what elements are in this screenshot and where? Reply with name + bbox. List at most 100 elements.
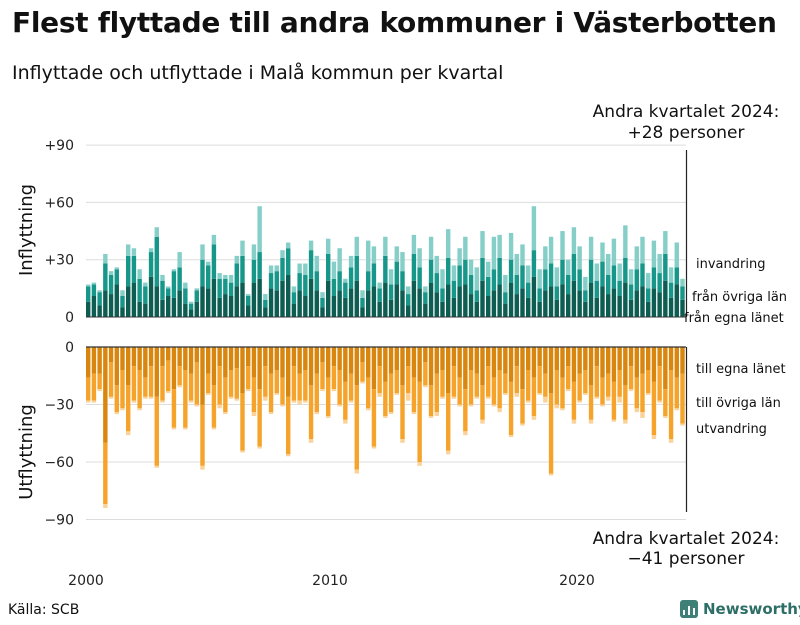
- inflow-bar-segment: [194, 301, 199, 317]
- outflow-bar-segment: [303, 347, 308, 370]
- inflow-bar-segment: [177, 267, 182, 291]
- outflow-bar-segment: [223, 377, 228, 413]
- outflow-bar-segment: [577, 347, 582, 374]
- inflow-bar-segment: [126, 286, 131, 317]
- outflow-bar-segment: [297, 400, 302, 405]
- inflow-bar-segment: [646, 273, 651, 289]
- outflow-bar-segment: [588, 419, 594, 424]
- inflow-bar-segment: [337, 248, 342, 272]
- outflow-bar-segment: [440, 396, 445, 399]
- outflow-bar-segment: [428, 347, 434, 386]
- inflow-bar-segment: [657, 292, 662, 317]
- outflow-annotation-line2: −41 personer: [628, 549, 745, 569]
- outflow-bar-segment: [228, 370, 234, 397]
- inflow-annotation-line1: Andra kvartalet 2024:: [593, 102, 780, 122]
- outflow-bar-segment: [611, 347, 617, 382]
- outflow-bar-segment: [337, 404, 342, 407]
- outflow-bar-segment: [457, 377, 462, 405]
- y-tick-label-outflow: −30: [44, 398, 74, 414]
- brand-name: Newsworthy: [703, 600, 800, 618]
- outflow-bar-segment: [86, 400, 91, 403]
- inflow-bar-segment: [366, 290, 371, 317]
- inflow-bar-segment: [360, 297, 365, 308]
- outflow-bar-segment: [246, 366, 251, 390]
- outflow-bar-segment: [206, 393, 211, 395]
- inflow-bar-segment: [566, 259, 571, 275]
- inflow-series-label: från egna länet: [684, 311, 784, 326]
- outflow-bar-segment: [600, 347, 605, 378]
- source-note: Källa: SCB: [8, 602, 80, 618]
- outflow-bar-segment: [446, 393, 451, 451]
- inflow-bar-segment: [371, 263, 377, 287]
- inflow-bar-segment: [651, 288, 657, 317]
- outflow-bar-segment: [520, 423, 525, 426]
- outflow-bar-segment: [668, 370, 674, 439]
- inflow-bar-segment: [497, 284, 502, 317]
- inflow-bar-segment: [554, 286, 559, 300]
- inflow-series-label: invandring: [696, 257, 765, 272]
- inflow-bar-segment: [388, 269, 394, 285]
- inflow-bar-segment: [371, 286, 377, 317]
- inflow-bar-segment: [394, 246, 399, 262]
- inflow-bar-segment: [463, 236, 468, 260]
- y-axis-label-outflow: Utflyttning: [16, 404, 37, 500]
- outflow-bar-segment: [348, 400, 354, 403]
- inflow-bar-segment: [171, 297, 177, 317]
- inflow-bar-segment: [268, 288, 274, 317]
- outflow-bar-segment: [194, 362, 199, 405]
- outflow-bar-segment: [388, 412, 394, 415]
- outflow-bar-segment: [423, 385, 428, 388]
- inflow-bar-segment: [480, 231, 485, 258]
- inflow-bar-segment: [131, 255, 137, 283]
- inflow-bar-segment: [240, 282, 245, 317]
- inflow-bar-segment: [234, 255, 239, 264]
- inflow-bar-segment: [148, 248, 154, 253]
- outflow-bar-segment: [188, 373, 194, 401]
- inflow-bar-segment: [388, 284, 394, 300]
- outflow-bar-segment: [514, 347, 519, 367]
- inflow-bar-segment: [86, 301, 91, 317]
- inflow-bar-segment: [548, 286, 554, 317]
- outflow-bar-segment: [497, 370, 502, 409]
- outflow-bar-segment: [120, 370, 125, 409]
- inflow-bar-segment: [308, 278, 314, 317]
- outflow-bar-segment: [371, 389, 377, 447]
- inflow-bar-segment: [400, 271, 405, 291]
- inflow-bar-segment: [291, 303, 297, 317]
- outflow-bar-segment: [360, 362, 365, 382]
- outflow-bar-segment: [91, 347, 97, 374]
- outflow-bar-segment: [566, 347, 571, 367]
- inflow-bar-segment: [640, 236, 645, 264]
- outflow-bar-segment: [383, 416, 388, 418]
- inflow-bar-segment: [548, 236, 554, 264]
- outflow-bar-segment: [434, 347, 439, 374]
- outflow-bar-segment: [640, 373, 645, 413]
- inflow-bar-segment: [326, 280, 331, 317]
- inflow-bar-segment: [348, 267, 354, 289]
- y-tick-label-inflow: 0: [65, 310, 74, 326]
- inflow-bar-segment: [594, 280, 599, 298]
- outflow-bar-segment: [537, 347, 542, 367]
- inflow-bar-segment: [566, 294, 571, 317]
- outflow-bar-segment: [148, 366, 154, 397]
- inflow-bar-segment: [548, 263, 554, 287]
- outflow-bar-segment: [137, 408, 142, 411]
- outflow-bar-segment: [108, 347, 114, 363]
- inflow-bar-segment: [263, 299, 268, 308]
- inflow-bar-segment: [366, 240, 371, 272]
- inflow-bar-segment: [223, 274, 228, 279]
- outflow-bar-segment: [343, 347, 348, 382]
- outflow-bar-segment: [680, 347, 685, 374]
- outflow-bar-segment: [434, 412, 439, 416]
- inflow-bar-segment: [114, 269, 119, 285]
- inflow-bar-segment: [97, 292, 102, 306]
- outflow-bar-segment: [183, 370, 188, 428]
- outflow-bar-segment: [417, 462, 422, 466]
- outflow-bar-segment: [554, 370, 559, 405]
- inflow-bar-segment: [628, 269, 634, 285]
- outflow-bar-segment: [154, 347, 159, 397]
- inflow-bar-segment: [331, 295, 337, 317]
- inflow-bar-segment: [571, 227, 577, 254]
- outflow-bar-segment: [446, 450, 451, 455]
- outflow-bar-segment: [571, 381, 577, 420]
